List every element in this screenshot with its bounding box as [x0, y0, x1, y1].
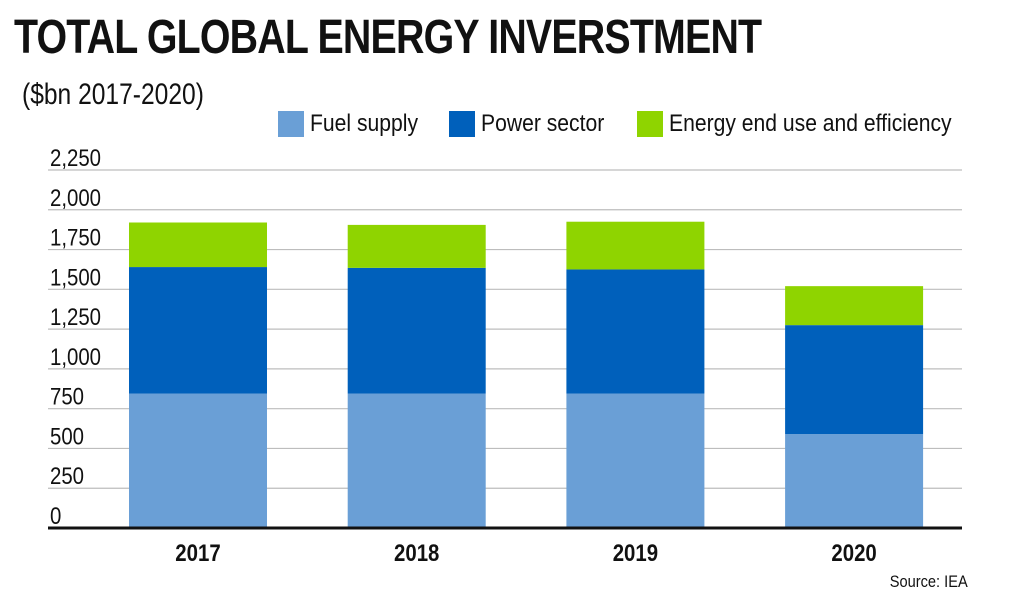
x-tick-label: 2020: [831, 539, 876, 566]
y-tick-label: 500: [50, 423, 84, 450]
bar-fuel-supply-2020: [785, 434, 924, 528]
bar-power-sector-2017: [129, 267, 267, 394]
legend-item-power-sector: Power sector: [448, 110, 621, 138]
y-tick-label: 750: [50, 383, 84, 410]
y-tick-label: 2,250: [50, 144, 101, 171]
x-tick-label: 2018: [394, 539, 439, 566]
source-note: Source: IEA: [889, 572, 968, 591]
bar-power-sector-2018: [347, 267, 486, 394]
legend-swatch-power-sector: [448, 111, 475, 137]
y-tick-label: 1,000: [50, 343, 101, 370]
bar-fuel-supply-2017: [129, 393, 267, 528]
bar-energy-end-use-and-efficiency-2017: [129, 222, 267, 268]
bar-fuel-supply-2019: [566, 393, 705, 528]
bar-energy-end-use-and-efficiency-2019: [566, 221, 705, 270]
legend-label-power-sector: Power sector: [480, 110, 604, 137]
bar-power-sector-2019: [566, 269, 705, 394]
x-tick-label: 2019: [613, 539, 658, 566]
legend-label-energy-end-use: Energy end use and efficiency: [668, 110, 952, 137]
legend-item-energy-end-use: Energy end use and efficiency: [636, 110, 990, 138]
bar-energy-end-use-and-efficiency-2020: [785, 286, 924, 326]
y-tick-label: 1,250: [50, 304, 101, 331]
y-tick-label: 1,500: [50, 264, 101, 291]
chart-subtitle: ($bn 2017-2020): [22, 78, 204, 111]
chart-title: TOTAL GLOBAL ENERGY INVERSTMENT: [14, 11, 762, 64]
bar-fuel-supply-2018: [347, 393, 486, 528]
legend: Fuel supply Power sector Energy end use …: [278, 110, 1006, 138]
y-tick-label: 2,000: [50, 184, 101, 211]
legend-swatch-energy-end-use: [636, 111, 663, 137]
legend-swatch-fuel-supply: [278, 111, 304, 137]
bar-energy-end-use-and-efficiency-2018: [347, 224, 486, 268]
y-tick-label: 1,750: [50, 224, 101, 251]
x-tick-label: 2017: [175, 539, 220, 566]
bar-power-sector-2020: [785, 325, 924, 435]
y-tick-label: 0: [50, 502, 61, 529]
legend-label-fuel-supply: Fuel supply: [310, 110, 419, 137]
legend-item-fuel-supply: Fuel supply: [278, 110, 433, 138]
y-tick-label: 250: [50, 463, 84, 490]
